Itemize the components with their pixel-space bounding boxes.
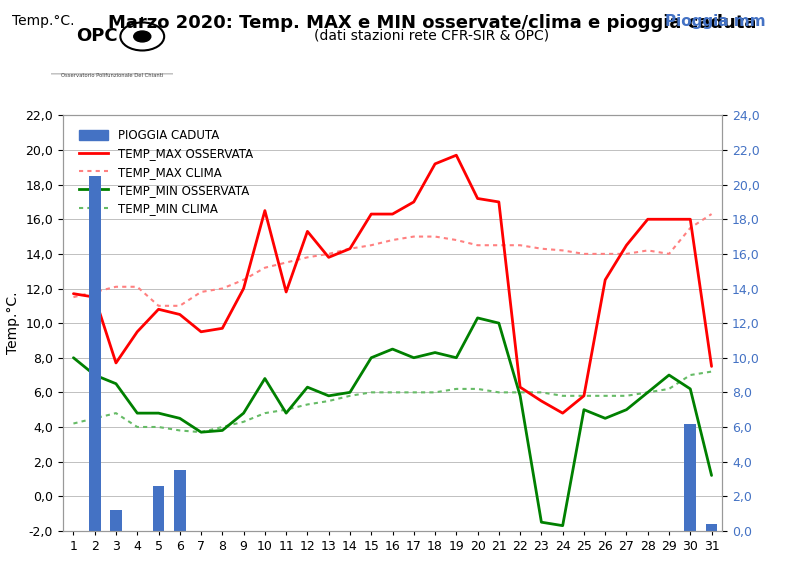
Bar — [110, 510, 122, 531]
Bar — [89, 176, 100, 531]
FancyBboxPatch shape — [45, 8, 179, 74]
Circle shape — [133, 31, 151, 42]
Text: Osservatorio Polifunzionale Del Chianti: Osservatorio Polifunzionale Del Chianti — [60, 73, 163, 78]
Bar — [706, 524, 717, 531]
Bar — [174, 470, 185, 531]
Text: Marzo 2020: Temp. MAX e MIN osservate/clima e pioggia caduta: Marzo 2020: Temp. MAX e MIN osservate/cl… — [108, 14, 756, 32]
Text: Pioggia mm: Pioggia mm — [665, 14, 765, 29]
Bar — [152, 486, 164, 531]
Legend: PIOGGIA CADUTA, TEMP_MAX OSSERVATA, TEMP_MAX CLIMA, TEMP_MIN OSSERVATA, TEMP_MIN: PIOGGIA CADUTA, TEMP_MAX OSSERVATA, TEMP… — [75, 125, 257, 219]
Text: (dati stazioni rete CFR-SIR & OPC): (dati stazioni rete CFR-SIR & OPC) — [314, 29, 550, 43]
Text: OPC: OPC — [76, 28, 118, 46]
Bar — [685, 424, 696, 531]
Y-axis label: Temp.°C.: Temp.°C. — [5, 292, 20, 354]
Text: Temp.°C.: Temp.°C. — [12, 14, 75, 28]
